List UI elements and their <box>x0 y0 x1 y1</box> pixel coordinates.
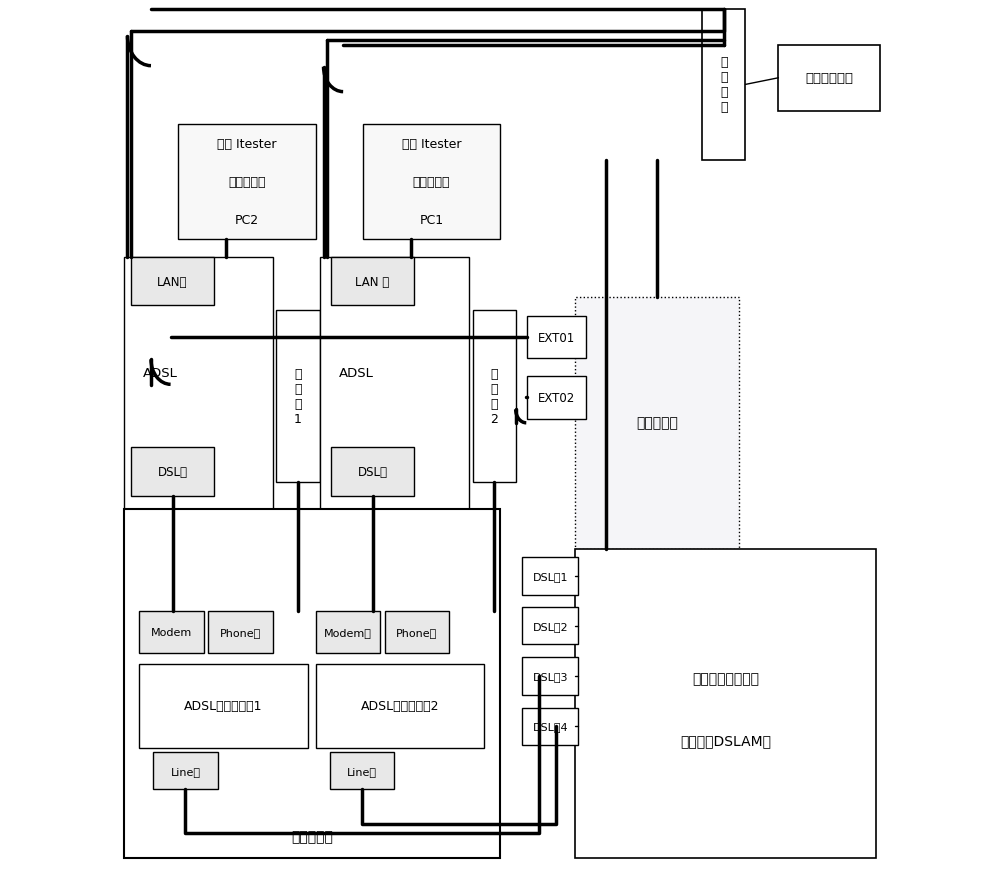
Text: 流量发生器: 流量发生器 <box>228 176 266 189</box>
Text: 电
源
插
座: 电 源 插 座 <box>720 57 728 114</box>
Bar <box>527 377 586 419</box>
Text: ADSL语音分离器1: ADSL语音分离器1 <box>184 699 263 712</box>
Text: ADSL: ADSL <box>143 366 178 379</box>
Bar <box>522 607 578 644</box>
Text: 装设 Itester: 装设 Itester <box>217 137 277 151</box>
Bar <box>473 310 516 483</box>
Text: DSL口1: DSL口1 <box>532 571 568 581</box>
Text: ADSL语音分离器2: ADSL语音分离器2 <box>361 699 439 712</box>
Bar <box>385 610 449 653</box>
Bar <box>522 657 578 695</box>
Bar <box>316 610 380 653</box>
Bar <box>331 447 414 496</box>
Bar <box>124 258 273 514</box>
Text: DSL口3: DSL口3 <box>532 672 568 681</box>
Text: ADSL: ADSL <box>339 366 374 379</box>
Text: 程控交换机: 程控交换机 <box>636 416 678 430</box>
Text: DSL口: DSL口 <box>358 465 388 478</box>
Text: 调温调湿箱: 调温调湿箱 <box>291 829 333 843</box>
Bar <box>178 125 316 240</box>
Text: 装设 Itester: 装设 Itester <box>402 137 461 151</box>
Bar <box>124 509 500 859</box>
Text: Phone口: Phone口 <box>220 627 261 637</box>
Text: 数字用户线路接入: 数字用户线路接入 <box>692 672 759 686</box>
Text: Line口: Line口 <box>347 766 377 775</box>
Bar <box>131 258 214 306</box>
Bar <box>276 310 320 483</box>
Text: DSL口: DSL口 <box>158 465 188 478</box>
Text: DSL口4: DSL口4 <box>532 721 568 732</box>
Bar <box>363 125 500 240</box>
Bar <box>131 447 214 496</box>
Text: LAN 口: LAN 口 <box>355 276 390 288</box>
Text: Modem口: Modem口 <box>324 627 372 637</box>
Text: LAN口: LAN口 <box>157 276 188 288</box>
Text: 电
话
机
2: 电 话 机 2 <box>490 368 498 425</box>
Bar <box>153 752 218 789</box>
Text: 复用器（DSLAM）: 复用器（DSLAM） <box>680 734 771 748</box>
Bar <box>320 258 469 514</box>
Text: DSL口2: DSL口2 <box>532 621 568 631</box>
Text: EXT01: EXT01 <box>538 331 575 345</box>
Text: EXT02: EXT02 <box>538 392 575 404</box>
Text: 流量发生器: 流量发生器 <box>413 176 450 189</box>
Bar <box>702 11 745 160</box>
Text: PC2: PC2 <box>235 214 259 227</box>
Bar <box>139 664 308 748</box>
Bar <box>575 298 739 549</box>
Bar <box>522 558 578 595</box>
Bar <box>527 316 586 359</box>
Text: 交流稳压电源: 交流稳压电源 <box>805 72 853 85</box>
Bar <box>522 708 578 745</box>
Bar <box>139 610 204 653</box>
Text: Phone口: Phone口 <box>396 627 437 637</box>
Text: Modem: Modem <box>151 627 192 637</box>
Bar <box>331 258 414 306</box>
Bar <box>330 752 394 789</box>
Text: 电
话
机
1: 电 话 机 1 <box>294 368 302 425</box>
Bar <box>208 610 273 653</box>
Bar <box>778 45 880 112</box>
Text: Line口: Line口 <box>170 766 200 775</box>
Bar <box>575 549 876 859</box>
Bar <box>316 664 484 748</box>
Text: PC1: PC1 <box>419 214 443 227</box>
